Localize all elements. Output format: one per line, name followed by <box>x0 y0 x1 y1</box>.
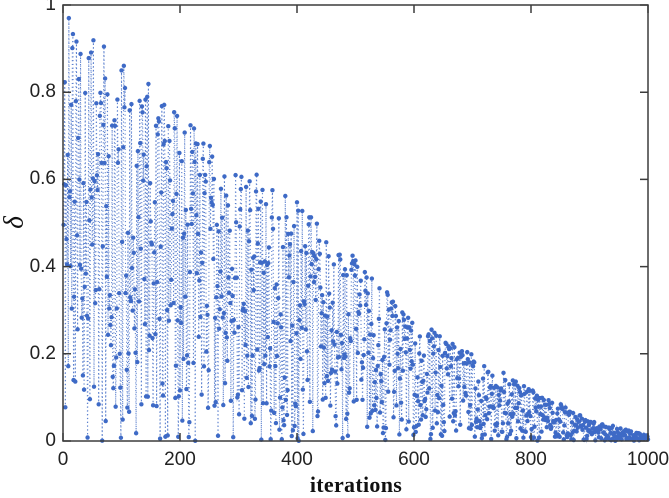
x-axis-label: iterations <box>309 472 403 497</box>
y-axis-label-delta: δ <box>0 216 29 229</box>
